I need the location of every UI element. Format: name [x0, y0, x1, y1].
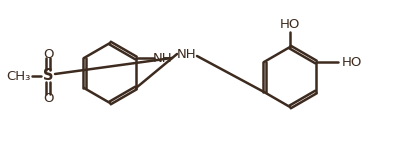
Text: NH: NH: [177, 49, 197, 62]
Text: NH: NH: [153, 51, 173, 64]
Text: O: O: [43, 47, 53, 60]
Text: O: O: [43, 91, 53, 104]
Text: HO: HO: [342, 55, 362, 69]
Text: CH₃: CH₃: [6, 69, 30, 82]
Text: S: S: [43, 69, 53, 84]
Text: HO: HO: [280, 18, 300, 31]
